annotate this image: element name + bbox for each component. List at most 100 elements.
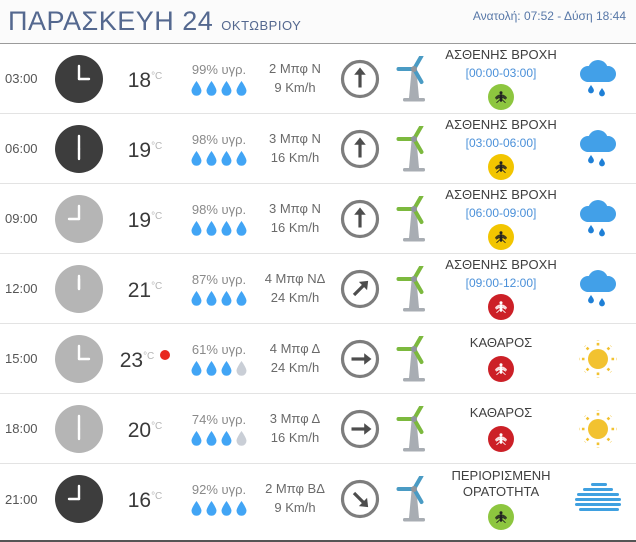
wind-direction-icon bbox=[340, 409, 380, 448]
humidity-cell: 61% υγρ. bbox=[182, 342, 256, 376]
humidity-value: 99% υγρ. bbox=[191, 61, 247, 77]
wind-speed: 9 Km/h bbox=[274, 79, 316, 95]
humidity-drops bbox=[190, 290, 248, 306]
humidity-cell: 98% υγρ. bbox=[182, 132, 256, 166]
wind-speed: 9 Km/h bbox=[274, 500, 316, 515]
sun-icon bbox=[579, 340, 617, 377]
humidity-cell: 74% υγρ. bbox=[182, 412, 256, 446]
weather-icon-cell bbox=[560, 129, 636, 169]
weather-icon-cell bbox=[560, 269, 636, 309]
wind-cell: 2 Μπφ Ν 9 Km/h bbox=[256, 60, 334, 98]
wind-turbine-cell bbox=[386, 55, 442, 102]
drop-icon bbox=[191, 150, 202, 166]
wind-turbine-cell bbox=[386, 195, 442, 242]
drop-icon bbox=[206, 501, 217, 516]
wind-turbine-icon bbox=[396, 476, 425, 522]
drop-icon bbox=[236, 430, 247, 446]
clock-cell bbox=[50, 475, 108, 523]
wind-cell: 4 Μπφ Δ 24 Km/h bbox=[256, 340, 334, 378]
wind-turbine-icon bbox=[396, 335, 425, 381]
humidity-value: 92% υγρ. bbox=[191, 482, 247, 497]
weather-description: ΑΣΘΕΝΗΣ ΒΡΟΧΗ bbox=[445, 187, 557, 203]
drop-icon bbox=[206, 80, 217, 96]
clock-cell bbox=[50, 334, 108, 383]
temperature-unit: °C bbox=[151, 70, 163, 82]
drop-icon bbox=[191, 360, 202, 376]
wind-force: 4 Μπφ ΝΔ bbox=[264, 270, 326, 286]
clock-cell bbox=[50, 194, 108, 243]
wind-direction-icon bbox=[340, 129, 380, 168]
wind-direction-cell bbox=[334, 59, 386, 99]
humidity-cell: 87% υγρ. bbox=[182, 272, 256, 306]
drop-icon bbox=[191, 290, 202, 306]
page-title: ΠΑΡΑΣΚΕΥΗ 24 ΟΚΤΩΒΡΙΟΥ bbox=[8, 6, 301, 37]
drop-icon bbox=[206, 430, 217, 446]
clock-cell bbox=[50, 54, 108, 103]
title-month: ΟΚΤΩΒΡΙΟΥ bbox=[221, 18, 302, 33]
clock-icon bbox=[55, 404, 103, 453]
mosquito-icon bbox=[488, 425, 514, 452]
weather-description-cell: ΑΣΘΕΝΗΣ ΒΡΟΧΗ [00:00-03:00] bbox=[442, 47, 560, 110]
time-label: 03:00 bbox=[5, 71, 38, 86]
clock-cell bbox=[50, 124, 108, 173]
temperature-unit: °C bbox=[151, 280, 163, 292]
wind-speed: 16 Km/h bbox=[270, 219, 320, 235]
temperature-value: 19 bbox=[127, 138, 152, 162]
wind-direction-cell bbox=[334, 409, 386, 449]
wind-turbine-icon bbox=[396, 265, 425, 311]
wind-turbine-cell bbox=[386, 265, 442, 312]
wind-direction-cell bbox=[334, 199, 386, 239]
weather-icon-cell bbox=[560, 199, 636, 239]
wind-direction-icon bbox=[340, 479, 380, 519]
wind-cell: 3 Μπφ Ν 16 Km/h bbox=[256, 200, 334, 238]
weather-description-cell: ΚΑΘΑΡΟΣ bbox=[442, 335, 560, 382]
weather-description: ΑΣΘΕΝΗΣ ΒΡΟΧΗ bbox=[445, 117, 557, 133]
clock-icon bbox=[55, 264, 103, 313]
humidity-value: 61% υγρ. bbox=[191, 341, 247, 357]
temperature-value: 23 bbox=[119, 348, 144, 372]
rain-icon bbox=[580, 199, 616, 236]
temperature-cell: 20 °C bbox=[108, 415, 182, 442]
drop-icon bbox=[191, 220, 202, 236]
mosquito-icon bbox=[488, 223, 514, 250]
drop-icon bbox=[236, 360, 247, 376]
drop-icon bbox=[236, 80, 247, 96]
humidity-cell: 99% υγρ. bbox=[182, 62, 256, 96]
wind-direction-cell bbox=[334, 339, 386, 379]
wind-turbine-icon bbox=[396, 55, 425, 101]
mosquito-icon bbox=[488, 504, 514, 531]
humidity-drops bbox=[190, 150, 248, 166]
wind-speed: 24 Km/h bbox=[270, 289, 320, 305]
temperature-unit: °C bbox=[151, 491, 163, 503]
weather-description-cell: ΚΑΘΑΡΟΣ bbox=[442, 405, 560, 452]
temperature-value: 21 bbox=[127, 278, 152, 302]
weather-icon-cell bbox=[560, 479, 636, 519]
time-label: 21:00 bbox=[5, 491, 38, 507]
mosquito-icon bbox=[488, 355, 514, 382]
temperature-value: 18 bbox=[127, 68, 152, 92]
mosquito-icon bbox=[488, 153, 514, 180]
drop-icon bbox=[221, 220, 232, 236]
wind-cell: 2 Μπφ ΒΔ 9 Km/h bbox=[256, 480, 334, 518]
forecast-rows: 03:00 18 °C 99% υγρ. 2 Μπφ Ν 9 Km/h bbox=[0, 44, 636, 534]
wind-turbine-cell bbox=[386, 335, 442, 382]
wind-direction-cell bbox=[334, 479, 386, 519]
wind-force: 4 Μπφ Δ bbox=[269, 340, 321, 356]
temperature-cell: 18 °C bbox=[108, 65, 182, 92]
sunrise-sunset-times: Ανατολή: 07:52 - Δύση 18:44 bbox=[472, 9, 626, 23]
clock-icon bbox=[55, 475, 103, 523]
header: ΠΑΡΑΣΚΕΥΗ 24 ΟΚΤΩΒΡΙΟΥ Ανατολή: 07:52 - … bbox=[0, 0, 636, 44]
humidity-drops bbox=[190, 360, 248, 376]
rain-icon bbox=[580, 269, 616, 306]
wind-cell: 3 Μπφ Ν 16 Km/h bbox=[256, 130, 334, 168]
clock-icon bbox=[55, 124, 103, 173]
drop-icon bbox=[206, 360, 217, 376]
time-range: [06:00-09:00] bbox=[465, 205, 537, 220]
clock-icon bbox=[55, 54, 103, 103]
humidity-value: 87% υγρ. bbox=[191, 271, 247, 287]
wind-turbine-cell bbox=[386, 125, 442, 172]
drop-icon bbox=[221, 501, 232, 516]
drop-icon bbox=[236, 501, 247, 516]
weather-description: ΑΣΘΕΝΗΣ ΒΡΟΧΗ bbox=[445, 47, 557, 63]
